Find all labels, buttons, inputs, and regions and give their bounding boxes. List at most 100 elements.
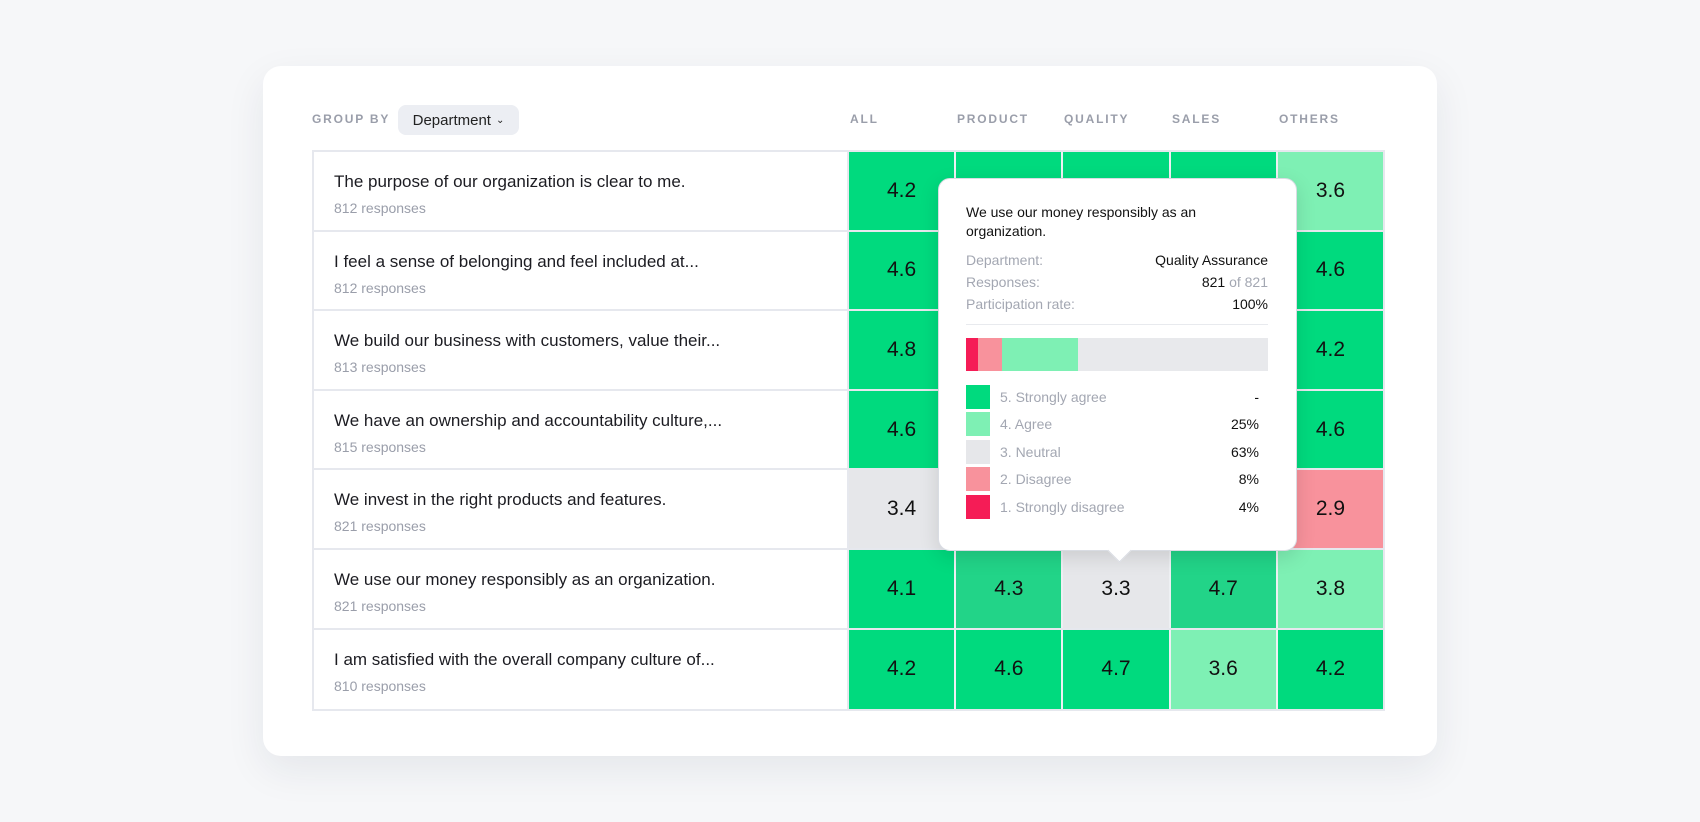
legend-percent: 25% — [1230, 416, 1259, 433]
legend-percent: 63% — [1230, 443, 1259, 460]
question-cell[interactable]: We have an ownership and accountability … — [314, 390, 849, 469]
score-value: 4.7 — [1208, 576, 1238, 600]
department-value: Quality Assurance — [1155, 252, 1268, 268]
score-value: 4.6 — [994, 657, 1024, 681]
score-value: 4.8 — [887, 337, 917, 361]
responses-total: of 821 — [1229, 274, 1268, 290]
tooltip-participation: Participation rate: 100% — [966, 295, 1268, 314]
cell-tooltip: We use our money responsibly as an organ… — [938, 178, 1297, 551]
response-count: 810 responses — [334, 677, 426, 694]
response-count: 821 responses — [334, 518, 426, 535]
group-by-label: GROUP BY — [312, 112, 391, 126]
score-value: 2.9 — [1315, 497, 1346, 521]
legend-label: 2. Disagree — [1000, 471, 1072, 488]
question-text: We build our business with customers, va… — [334, 331, 721, 351]
score-cell[interactable]: 4.7 — [1170, 549, 1278, 628]
participation-value: 100% — [1232, 296, 1268, 312]
column-header-all[interactable]: ALL — [850, 112, 879, 126]
legend-swatch — [966, 494, 990, 519]
question-cell[interactable]: We build our business with customers, va… — [314, 311, 849, 389]
score-value: 4.7 — [1101, 657, 1131, 681]
question-text: I feel a sense of belonging and feel inc… — [334, 251, 699, 271]
legend-item: 3. Neutral 63% — [966, 438, 1268, 466]
group-by-dropdown[interactable]: Department ⌄ — [398, 105, 519, 135]
score-cell[interactable]: 4.2 — [849, 629, 957, 710]
score-value: 3.6 — [1208, 657, 1238, 681]
legend-item: 4. Agree 25% — [966, 411, 1268, 439]
legend-swatch — [966, 384, 990, 409]
score-value: 4.6 — [1315, 417, 1346, 441]
column-header-others[interactable]: OTHERS — [1279, 112, 1340, 126]
tooltip-department: Department: Quality Assurance — [966, 251, 1268, 270]
question-cell[interactable]: We use our money responsibly as an organ… — [314, 549, 849, 628]
question-cell[interactable]: I am satisfied with the overall company … — [314, 629, 849, 710]
question-cell[interactable]: I feel a sense of belonging and feel inc… — [314, 231, 849, 310]
tooltip-responses: Responses: 821 of 821 — [966, 273, 1268, 292]
score-cell[interactable]: 4.3 — [956, 549, 1064, 628]
score-value: 4.2 — [1315, 657, 1346, 681]
score-value: 4.6 — [887, 417, 917, 441]
table-row: I am satisfied with the overall company … — [314, 629, 1384, 710]
question-text: I am satisfied with the overall company … — [334, 649, 715, 669]
score-value: 3.4 — [887, 497, 917, 521]
legend-label: 5. Strongly agree — [1000, 388, 1107, 405]
question-cell[interactable]: The purpose of our organization is clear… — [314, 152, 849, 230]
score-value: 4.6 — [887, 258, 917, 282]
score-cell[interactable]: 4.2 — [1277, 629, 1384, 710]
legend-label: 1. Strongly disagree — [1000, 498, 1125, 515]
legend-swatch — [966, 412, 990, 437]
score-value: 4.1 — [887, 576, 917, 600]
question-cell[interactable]: We invest in the right products and feat… — [314, 470, 849, 548]
score-cell[interactable]: 4.1 — [849, 549, 957, 628]
score-cell[interactable]: 3.6 — [1170, 629, 1278, 710]
group-by-value: Department — [412, 111, 491, 129]
score-value: 4.2 — [887, 178, 917, 202]
bar-segment — [1002, 338, 1078, 371]
score-cell[interactable]: 3.8 — [1277, 549, 1384, 628]
department-label: Department: — [966, 252, 1044, 268]
tooltip-title: We use our money responsibly as an organ… — [966, 204, 1197, 239]
response-count: 813 responses — [334, 359, 426, 376]
response-count: 815 responses — [334, 438, 426, 455]
score-value: 3.6 — [1315, 178, 1346, 202]
question-text: We use our money responsibly as an organ… — [334, 569, 716, 589]
response-count: 812 responses — [334, 200, 426, 216]
legend-percent: - — [1254, 388, 1259, 405]
distribution-bar — [966, 338, 1268, 371]
question-text: The purpose of our organization is clear… — [334, 172, 686, 191]
legend-item: 5. Strongly agree - — [966, 383, 1268, 411]
table-row: We use our money responsibly as an organ… — [314, 549, 1384, 630]
legend-label: 4. Agree — [1000, 416, 1053, 433]
legend-swatch — [966, 467, 990, 492]
legend-label: 3. Neutral — [1000, 443, 1061, 460]
response-count: 812 responses — [334, 279, 426, 296]
score-value: 4.2 — [1315, 337, 1346, 361]
legend-percent: 8% — [1238, 471, 1259, 488]
legend-percent: 4% — [1238, 498, 1259, 515]
score-value: 4.6 — [1315, 258, 1346, 282]
distribution-legend: 5. Strongly agree - 4. Agree 25% 3. Neutral 6… — [966, 383, 1268, 521]
score-cell[interactable]: 3.3 — [1063, 549, 1171, 628]
score-value: 4.2 — [887, 657, 917, 681]
score-cell[interactable]: 4.6 — [956, 629, 1064, 710]
response-count: 821 responses — [334, 597, 426, 614]
bar-segment — [966, 338, 979, 371]
score-value: 4.3 — [994, 576, 1024, 600]
legend-item: 1. Strongly disagree 4% — [966, 493, 1268, 521]
score-cell[interactable]: 4.7 — [1063, 629, 1171, 710]
responses-label: Responses: — [966, 274, 1040, 290]
legend-item: 2. Disagree 8% — [966, 466, 1268, 494]
column-header-product[interactable]: PRODUCT — [957, 112, 1029, 126]
divider — [966, 324, 1268, 325]
participation-label: Participation rate: — [966, 296, 1075, 312]
score-value: 3.3 — [1101, 576, 1131, 600]
responses-value: 821 — [1201, 274, 1226, 290]
bar-segment — [978, 338, 1003, 371]
score-value: 3.8 — [1315, 576, 1346, 600]
legend-swatch — [966, 439, 990, 464]
chevron-down-icon: ⌄ — [495, 114, 505, 126]
column-header-quality[interactable]: QUALITY — [1064, 112, 1130, 126]
column-header-sales[interactable]: SALES — [1172, 112, 1222, 126]
question-text: We have an ownership and accountability … — [334, 410, 723, 430]
question-text: We invest in the right products and feat… — [334, 490, 667, 510]
